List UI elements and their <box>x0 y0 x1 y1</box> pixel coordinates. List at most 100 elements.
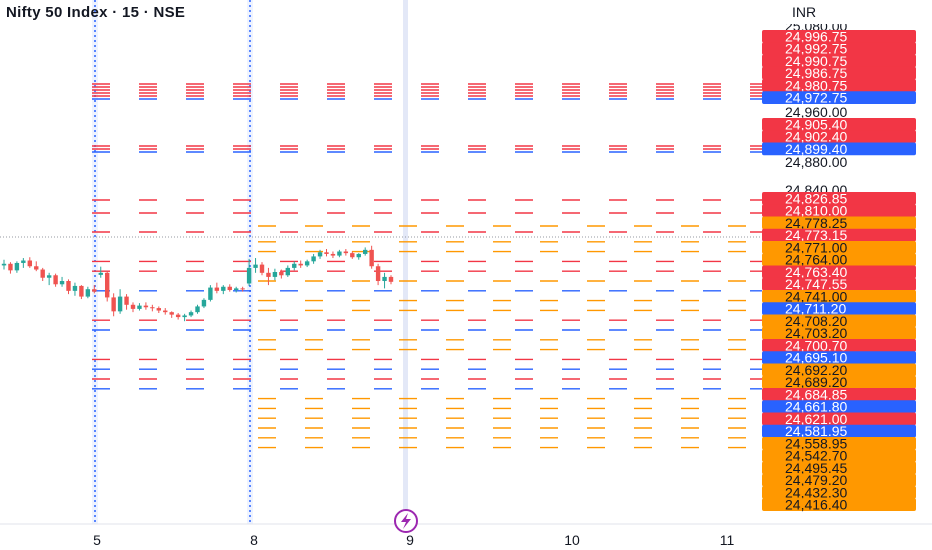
candle <box>8 262 13 274</box>
candle-body <box>98 272 103 275</box>
candle-body <box>124 296 129 305</box>
candle <box>311 253 316 264</box>
candle-body <box>246 267 252 284</box>
candle-body <box>304 261 310 266</box>
price-tag-label: 24,708.20 <box>785 313 847 329</box>
candle <box>350 251 355 259</box>
candle-body <box>240 288 245 290</box>
candle-body <box>214 287 220 291</box>
current-day-highlight <box>403 0 408 524</box>
candle-body <box>143 305 149 308</box>
candle-body <box>117 296 123 312</box>
price-tag-bg <box>762 277 916 291</box>
candle <box>234 286 239 293</box>
candle-body <box>169 312 174 315</box>
price-tag-bg <box>762 79 916 92</box>
candle <box>182 313 187 322</box>
candle <box>137 303 142 311</box>
price-tag-bg <box>762 142 916 156</box>
candle <box>117 289 123 314</box>
candle <box>246 258 252 286</box>
price-tag-bg <box>762 290 916 303</box>
candle-body <box>156 308 161 311</box>
candle <box>79 285 84 300</box>
candle <box>34 261 39 272</box>
candle-body <box>40 269 45 278</box>
price-tag-bg <box>762 473 916 487</box>
candle-body <box>298 263 303 266</box>
candle <box>304 259 310 268</box>
candle <box>369 245 374 269</box>
price-tag-label: 24,980.75 <box>785 77 847 93</box>
candle-body <box>175 314 181 318</box>
candle <box>272 268 278 281</box>
price-tag-bg <box>762 66 916 80</box>
candle <box>124 294 129 310</box>
price-tag-label: 24,747.55 <box>785 276 847 292</box>
candle-body <box>53 275 58 285</box>
price-tag-label: 24,992.75 <box>785 41 847 57</box>
horizontal-levels <box>92 83 768 449</box>
price-tag-bg <box>762 204 916 217</box>
candle <box>175 312 181 320</box>
candle-body <box>388 276 394 282</box>
price-tag-label: 24,826.85 <box>785 190 847 206</box>
candle-body <box>8 263 13 271</box>
lightning-bolt-icon[interactable] <box>394 509 418 533</box>
candle-body <box>208 287 213 300</box>
candle <box>14 261 20 273</box>
candle <box>53 273 58 287</box>
price-axis: 25,080.0024,960.0024,880.0024,840.0024,9… <box>762 0 932 524</box>
candle <box>208 285 213 302</box>
price-tag-bg <box>762 228 916 242</box>
candle <box>143 302 149 310</box>
candle-body <box>330 253 336 256</box>
candle-body <box>79 285 84 297</box>
price-tag-label: 24,771.00 <box>785 239 847 255</box>
price-tag-bg <box>762 375 916 389</box>
candle <box>150 304 155 312</box>
candle <box>221 285 226 295</box>
price-tag-bg <box>762 241 916 254</box>
candle <box>356 253 361 260</box>
candle-body <box>311 256 316 262</box>
price-tag-bg <box>762 498 916 511</box>
price-tag-bg <box>762 253 916 266</box>
price-tag-bg <box>762 130 916 143</box>
time-tick-label: 9 <box>406 532 414 548</box>
price-tag-label: 24,542.70 <box>785 448 847 464</box>
candle <box>169 311 174 318</box>
candle <box>214 282 220 294</box>
candle <box>21 258 26 268</box>
price-tag-bg <box>762 424 916 438</box>
chart-title: Nifty 50 Index · 15 · NSE <box>6 4 186 21</box>
price-tag-bg <box>762 302 916 315</box>
candle <box>317 249 323 259</box>
price-tag-bg <box>762 326 916 340</box>
price-tag-bg <box>762 449 916 462</box>
price-tag-label: 24,416.40 <box>785 497 847 513</box>
candle-body <box>292 263 297 268</box>
price-tag-bg <box>762 118 916 131</box>
candle <box>201 298 207 309</box>
candle <box>85 286 91 299</box>
candle <box>227 284 232 292</box>
candle <box>156 306 161 313</box>
candle <box>343 249 349 256</box>
candle <box>330 251 336 259</box>
candle-body <box>350 253 355 258</box>
candle <box>98 266 103 278</box>
price-tag-bg <box>762 486 916 499</box>
candle-body <box>66 281 71 291</box>
price-tag-bg <box>762 91 916 104</box>
candle-body <box>182 315 187 318</box>
price-scale-label: 24,880.00 <box>785 154 847 170</box>
candle <box>324 249 329 257</box>
price-tag-bg <box>762 400 916 413</box>
candle-body <box>337 251 342 256</box>
currency-label[interactable]: INR <box>772 4 916 24</box>
candle-body <box>356 253 361 258</box>
candle-body <box>72 285 78 291</box>
candles <box>1 245 394 322</box>
